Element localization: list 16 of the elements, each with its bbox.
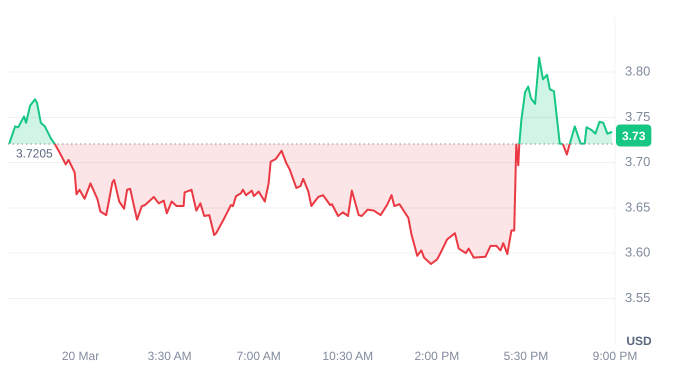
y-tick-label: 3.70: [625, 154, 650, 170]
x-tick-label: 20 Mar: [62, 349, 100, 364]
x-tick-label: 5:30 PM: [504, 349, 548, 364]
x-tick-label: 10:30 AM: [322, 349, 374, 364]
y-tick-label: 3.75: [625, 108, 650, 124]
x-tick-label: 3:30 AM: [148, 349, 192, 364]
annotation: 3.73: [622, 128, 646, 143]
x-tick-label: 2:00 PM: [414, 349, 460, 364]
y-tick-label: 3.65: [625, 199, 650, 214]
x-tick-label: 9:00 PM: [592, 349, 638, 364]
y-tick-label: 3.55: [625, 290, 650, 305]
ref-line-label: 3.7205: [16, 146, 54, 160]
y-tick-label: 3.60: [625, 244, 650, 260]
y-tick-label: 3.80: [625, 64, 650, 79]
y-axis-title: USD: [626, 334, 652, 348]
x-tick-label: 7:00 AM: [236, 349, 281, 364]
